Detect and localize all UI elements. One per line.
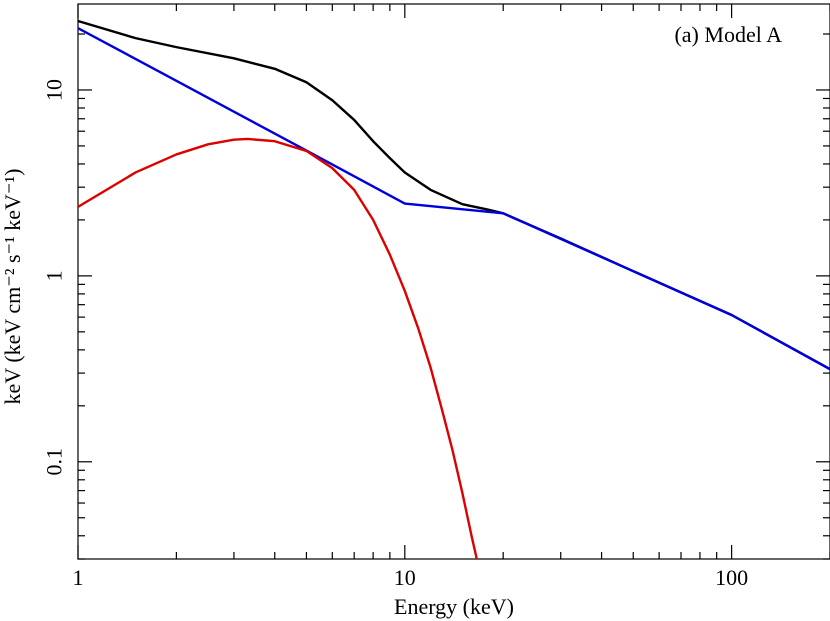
series-line-1 <box>78 19 830 371</box>
series-line-2 <box>78 27 830 371</box>
x-tick-label: 100 <box>715 565 748 590</box>
x-axis-title: Energy (keV) <box>394 594 514 619</box>
y-tick-label: 10 <box>42 79 67 101</box>
plot-frame <box>77 3 830 560</box>
y-tick-label: 0.1 <box>42 448 67 476</box>
x-tick-label: 10 <box>394 565 416 590</box>
y-tick-label: 1 <box>42 270 67 281</box>
tick-labels: 1 10 100 0.1 1 10 <box>42 79 749 590</box>
tick-marks <box>77 4 830 560</box>
panel-annotation: (a) Model A <box>674 22 782 47</box>
series-line-3 <box>78 137 479 559</box>
series-layer <box>78 19 830 559</box>
y-axis-title: keV (keV cm⁻² s⁻¹ keV⁻¹) <box>0 169 25 405</box>
x-tick-label: 1 <box>73 565 84 590</box>
